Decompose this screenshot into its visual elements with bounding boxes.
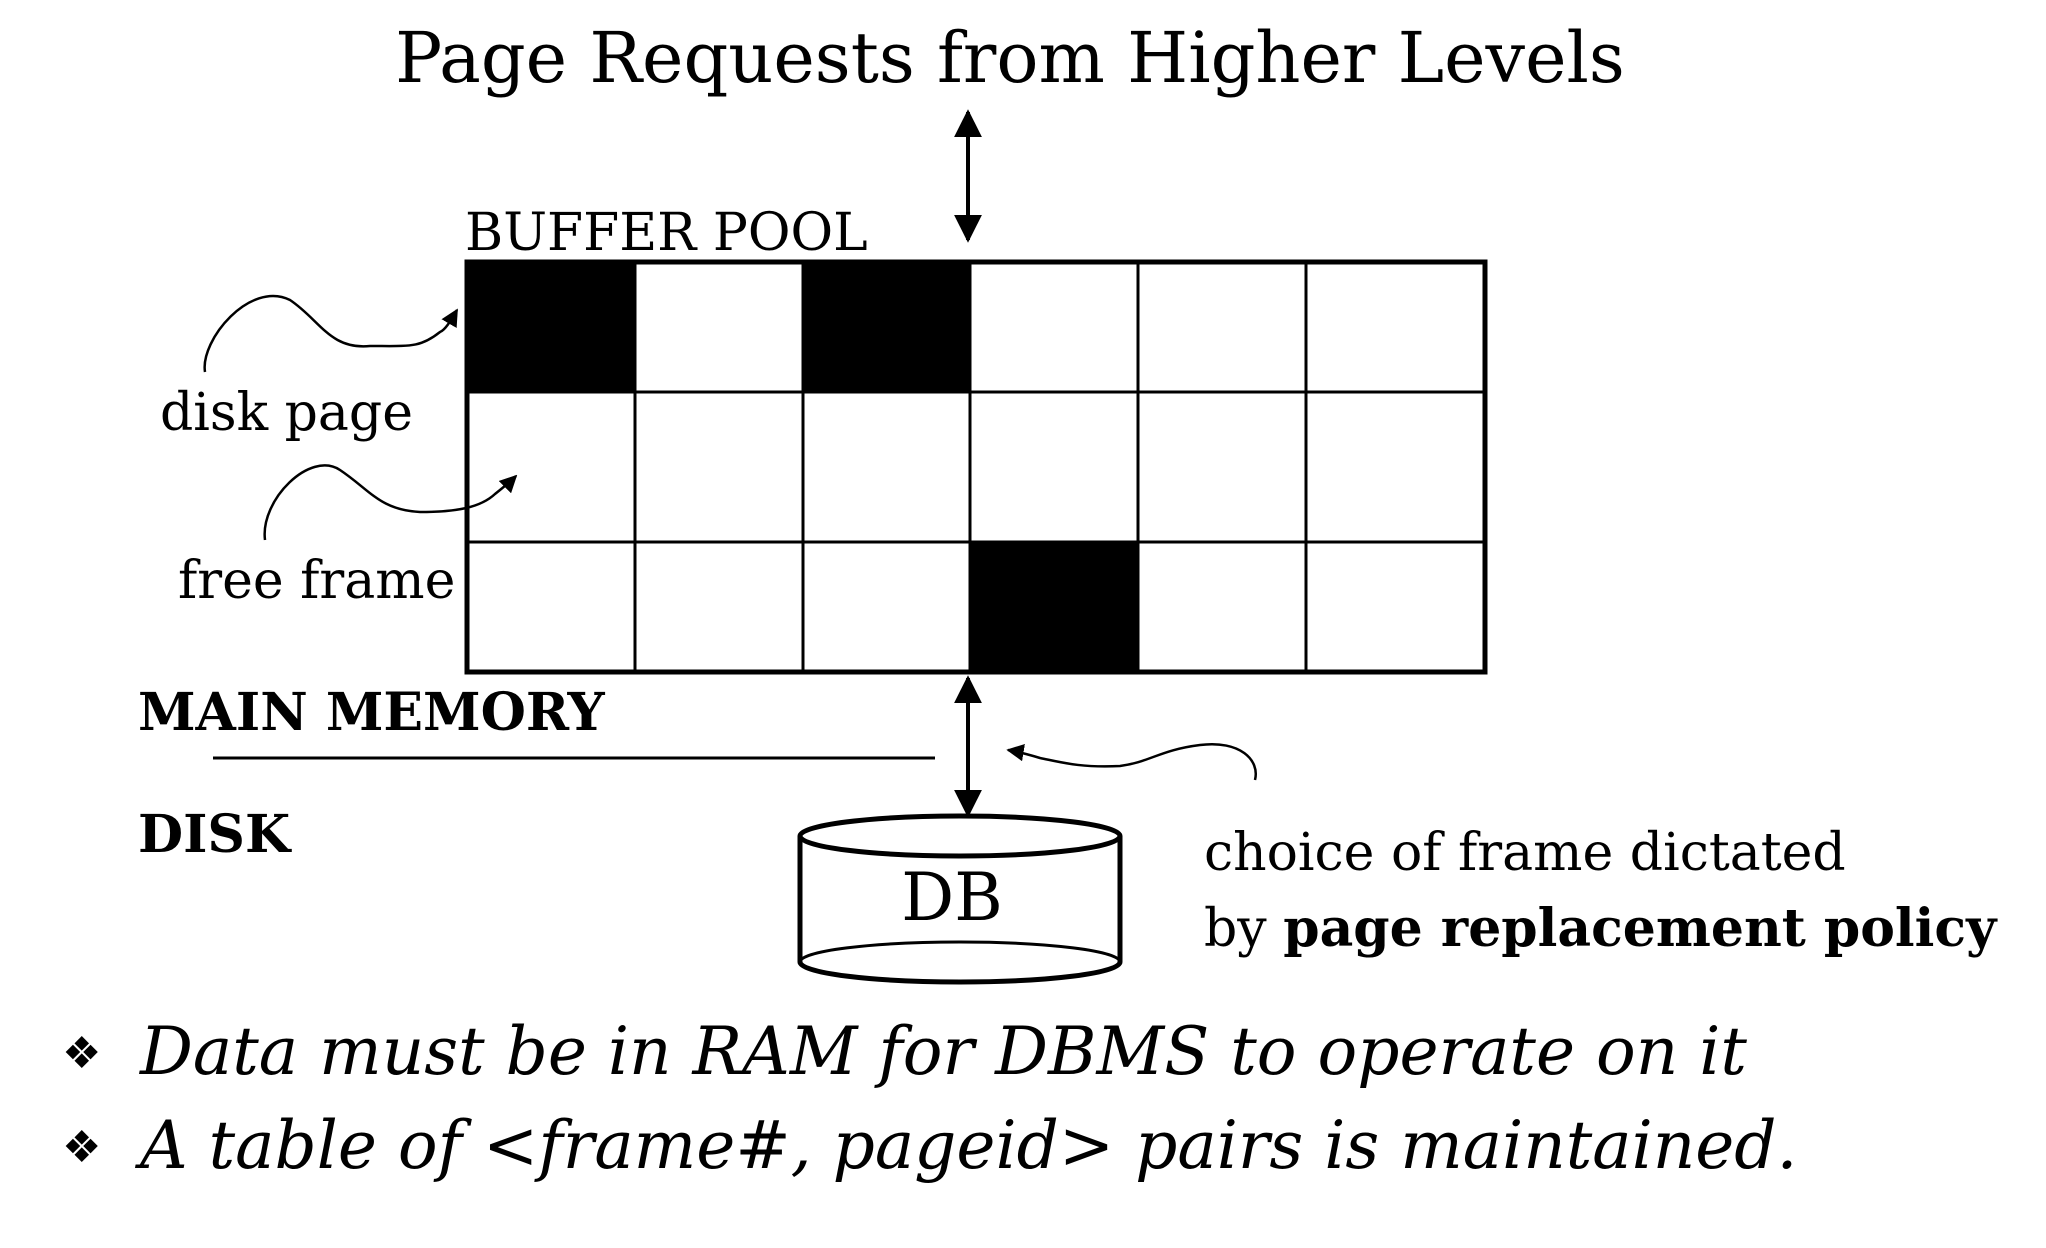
free-frame-label: free frame (178, 551, 455, 611)
bullet-text-2: A table of <frame#, pageid> pairs is mai… (134, 1107, 1798, 1184)
disk-label: DISK (138, 804, 292, 865)
bullet-marker-1: ❖ (62, 1028, 101, 1079)
buffer-frame-free (633, 390, 805, 544)
main-memory-label: MAIN MEMORY (138, 682, 606, 743)
buffer-frame-occupied (465, 260, 637, 394)
buffer-frame-free (801, 390, 972, 544)
buffer-frame-free (465, 390, 637, 544)
buffer-pool-grid (465, 260, 1487, 674)
buffer-frame-free (1136, 260, 1308, 394)
policy-pointer-arrow (1006, 742, 1257, 781)
database-cylinder (797, 813, 1123, 985)
buffer-frame-free (968, 260, 1140, 394)
database-label: DB (901, 859, 1002, 936)
buffer-pool-label: BUFFER POOL (465, 203, 868, 263)
policy-line-2: by page replacement policy (1204, 898, 1998, 959)
buffer-frame-free (1136, 540, 1308, 674)
buffer-frame-free (633, 540, 805, 674)
disk-page-label: disk page (160, 383, 413, 443)
buffer-frame-free (1304, 540, 1487, 674)
buffer-pool-border (464, 259, 1488, 675)
page-title: Page Requests from Higher Levels (395, 17, 1625, 99)
policy-line-1: choice of frame dictated (1204, 823, 1846, 883)
policy-line-2-prefix: by (1204, 899, 1283, 959)
bullet-text-1: Data must be in RAM for DBMS to operate … (139, 1013, 1747, 1090)
buffer-frame-free (465, 540, 637, 674)
buffer-frame-free (1304, 390, 1487, 544)
buffer-frame-free (1136, 390, 1308, 544)
buffer-frame-occupied (968, 540, 1140, 674)
buffer-frame-free (968, 390, 1140, 544)
buffer-frame-free (1304, 260, 1487, 394)
bullet-marker-2: ❖ (62, 1122, 101, 1173)
disk-page-pointer-arrow (203, 294, 459, 373)
buffer-frame-free (801, 540, 972, 674)
buffer-frame-occupied (801, 260, 972, 394)
policy-line-2-bold: page replacement policy (1283, 898, 1998, 959)
buffer-frame-free (633, 260, 805, 394)
free-frame-pointer-arrow (263, 464, 518, 541)
